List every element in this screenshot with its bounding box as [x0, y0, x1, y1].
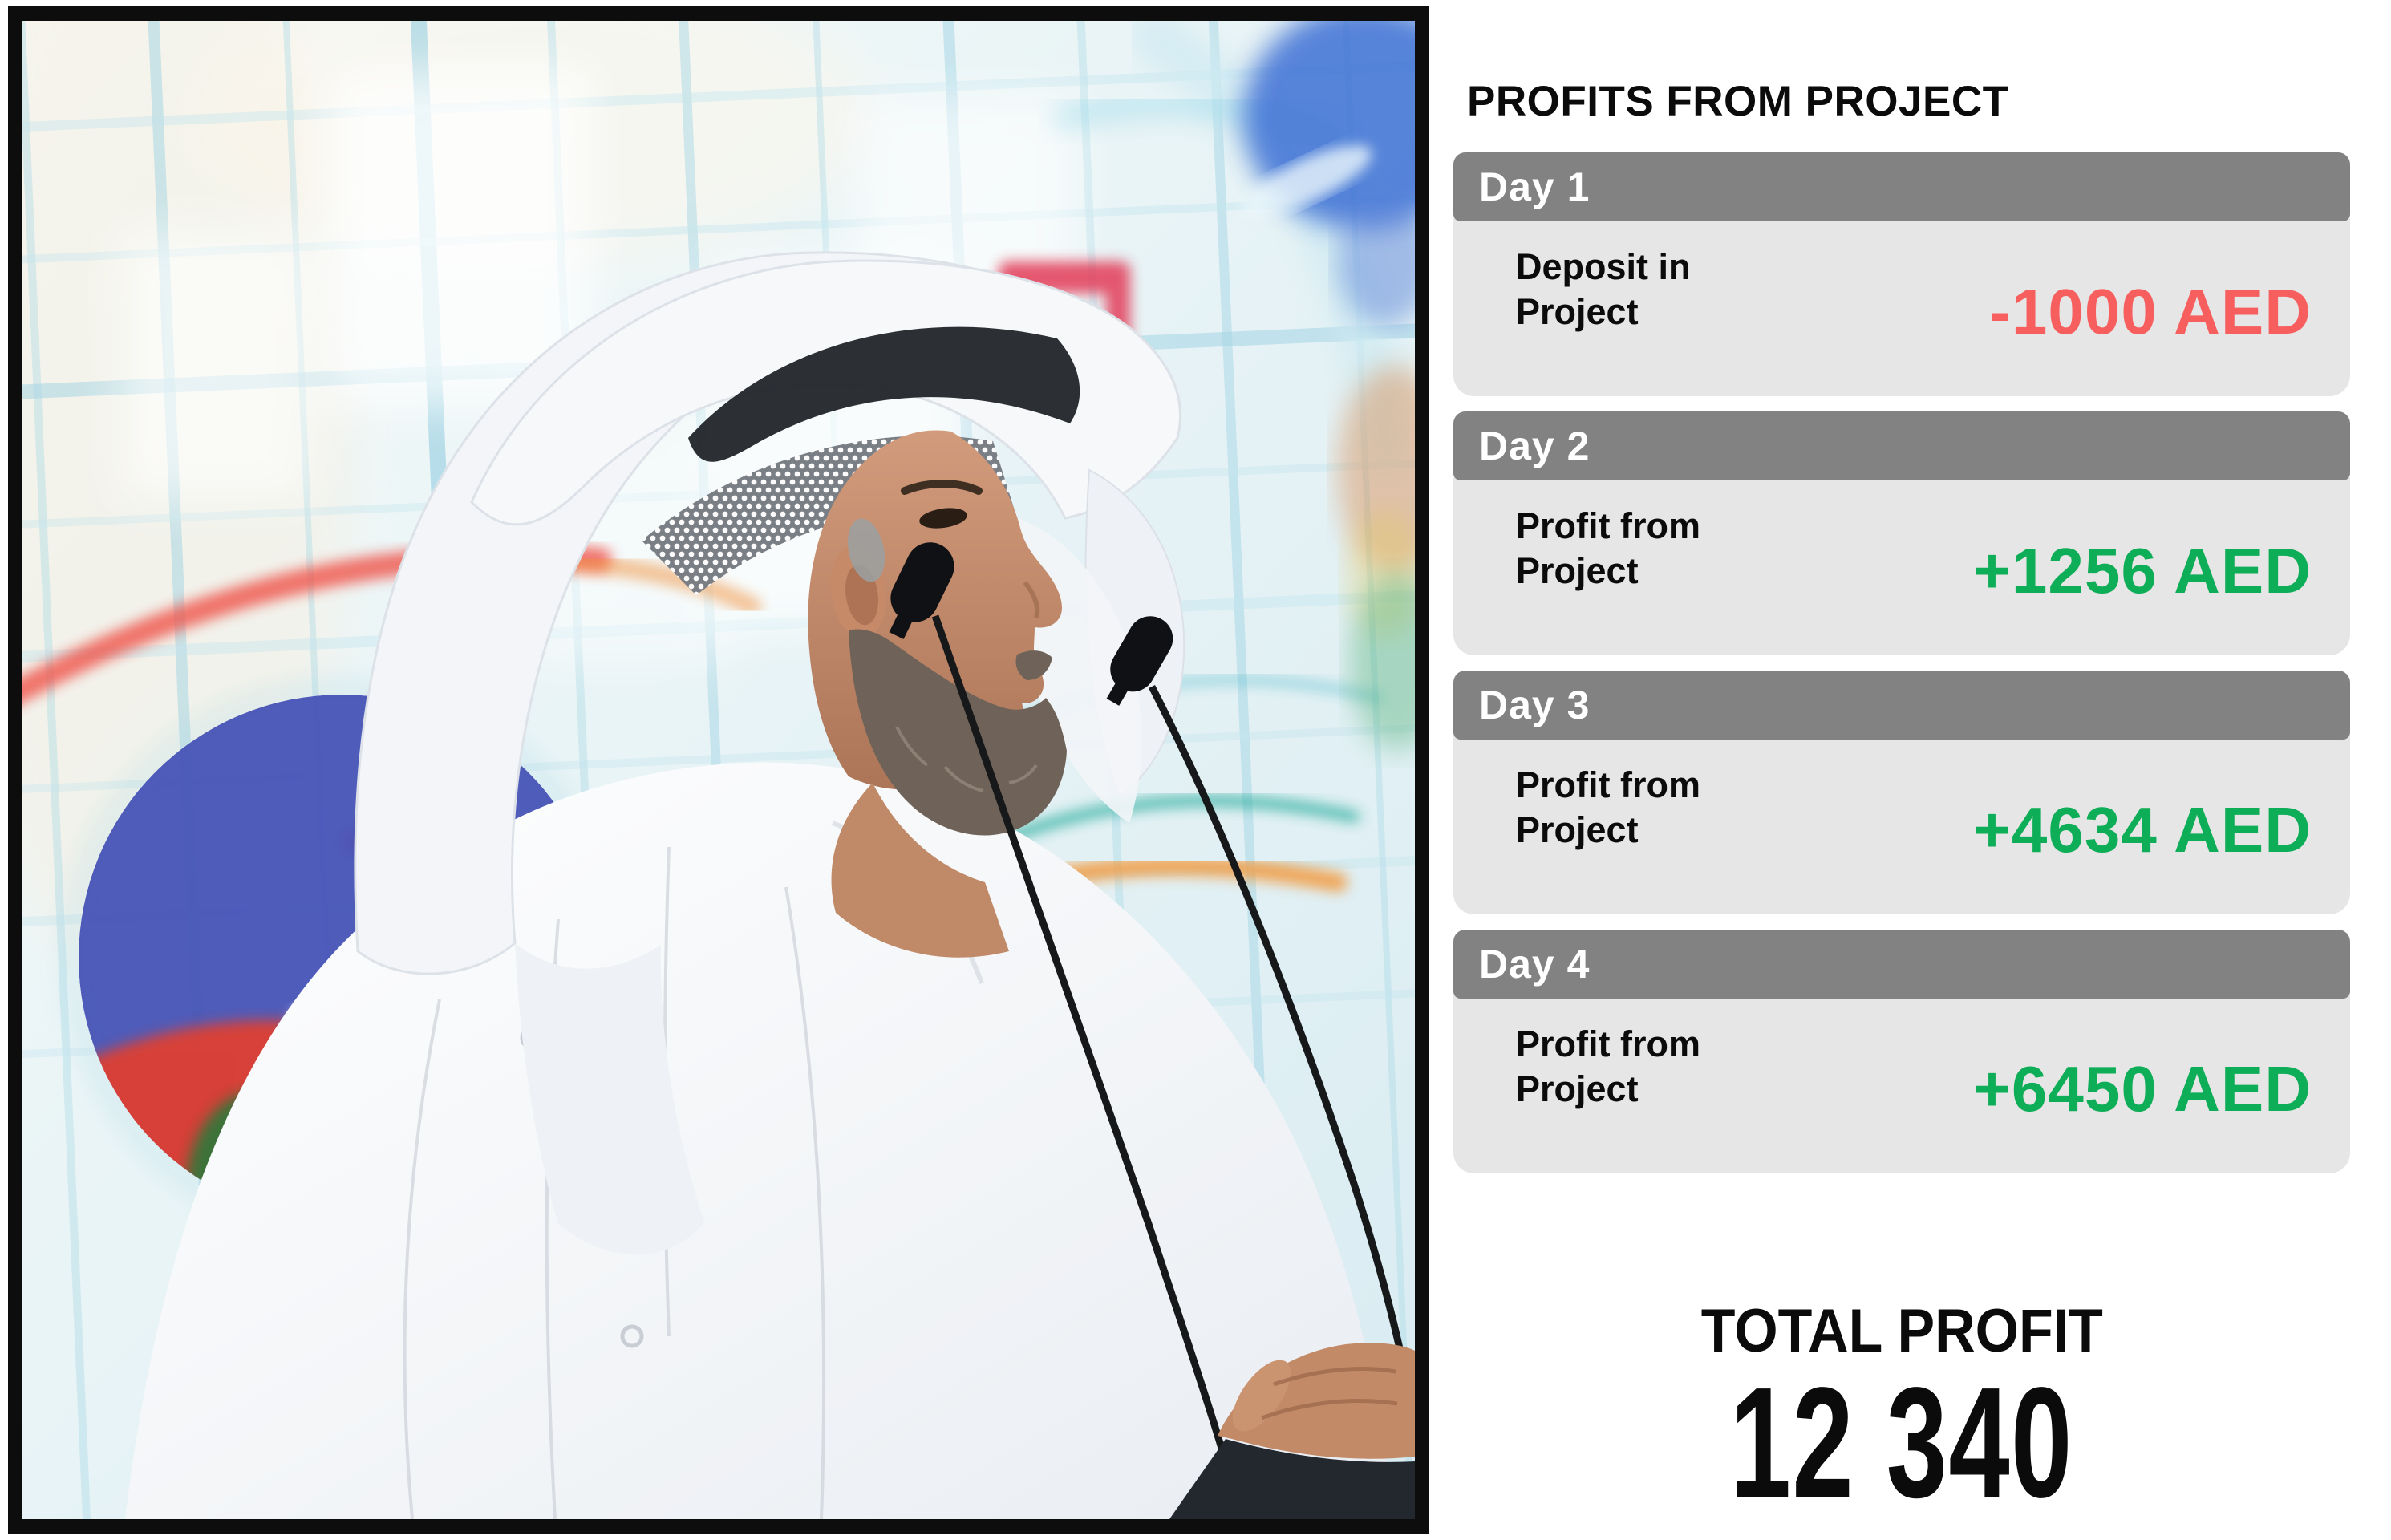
microphone-1	[889, 542, 1246, 1519]
papers	[1169, 1439, 1415, 1519]
day-3-label: Profit from Project	[1516, 764, 1700, 850]
total-profit-label: TOTAL PROFIT	[1700, 1297, 2103, 1365]
speaker-figure	[125, 251, 1415, 1519]
photo-frame	[8, 6, 1429, 1534]
day-2-header-label: Day 2	[1479, 424, 1591, 468]
day-4-header: Day 4	[1453, 930, 2350, 999]
day-3-body: Profit from Project +4634 AED	[1453, 736, 2350, 914]
day-3-header-label: Day 3	[1479, 683, 1591, 727]
day-card-1: Day 1 Deposit in Project -1000 AED	[1453, 152, 2350, 396]
hand	[1169, 1343, 1415, 1519]
day-3-value: +4634 AED	[1973, 794, 2312, 865]
microphones	[889, 542, 1414, 1519]
day-1-header: Day 1	[1453, 152, 2350, 221]
day-1-body: Deposit in Project -1000 AED	[1453, 218, 2350, 396]
day-4-label: Profit from Project	[1516, 1023, 1700, 1109]
eye	[919, 508, 967, 529]
headdress-fold-shadow	[688, 326, 1080, 462]
neck	[831, 783, 1009, 958]
total-profit-value: 12 340	[1729, 1355, 2074, 1530]
day-card-3: Day 3 Profit from Project +4634 AED	[1453, 671, 2350, 914]
gray-sideburn	[847, 518, 885, 582]
eyebrow	[901, 480, 983, 495]
day-4-header-label: Day 4	[1479, 942, 1591, 987]
day-4-value: +6450 AED	[1973, 1053, 2312, 1125]
microphone-2	[1106, 616, 1414, 1401]
speaker-photo	[22, 21, 1415, 1519]
day-card-2: Day 2 Profit from Project +1256 AED	[1453, 411, 2350, 655]
day-1-header-label: Day 1	[1479, 164, 1591, 209]
day-1-value: -1000 AED	[1989, 276, 2312, 347]
day-4-body: Profit from Project +6450 AED	[1453, 995, 2350, 1173]
day-2-value: +1256 AED	[1973, 535, 2312, 606]
day-3-header: Day 3	[1453, 671, 2350, 740]
profits-panel: PROFITS FROM PROJECT Day 1 Deposit in Pr…	[1453, 0, 2350, 1540]
day-card-4: Day 4 Profit from Project +6450 AED	[1453, 930, 2350, 1173]
day-2-body: Profit from Project +1256 AED	[1453, 477, 2350, 655]
panel-title: PROFITS FROM PROJECT	[1467, 78, 2009, 125]
day-2-label: Profit from Project	[1516, 505, 1700, 591]
day-1-label: Deposit in Project	[1516, 245, 1691, 332]
beard	[849, 629, 1067, 836]
corner-blobs	[1239, 21, 1415, 751]
day-cards: Day 1 Deposit in Project -1000 AED Day 2…	[1453, 152, 2350, 1189]
day-2-header: Day 2	[1453, 411, 2350, 480]
